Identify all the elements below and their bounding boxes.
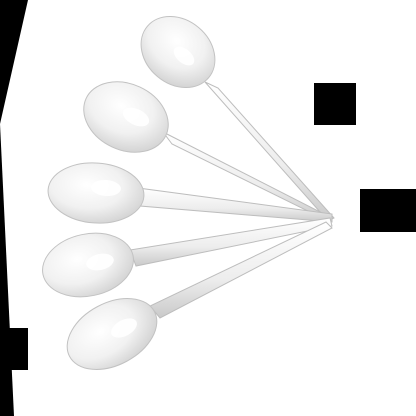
occluder-square-2 (360, 189, 416, 232)
occluder-square-3 (0, 328, 28, 370)
spoon-1 (140, 15, 335, 222)
occluder-square-1 (314, 83, 356, 125)
spoon-3 (47, 162, 333, 224)
spoon-4 (42, 217, 333, 298)
spoon-2 (83, 81, 332, 224)
spoon-5 (66, 221, 333, 370)
